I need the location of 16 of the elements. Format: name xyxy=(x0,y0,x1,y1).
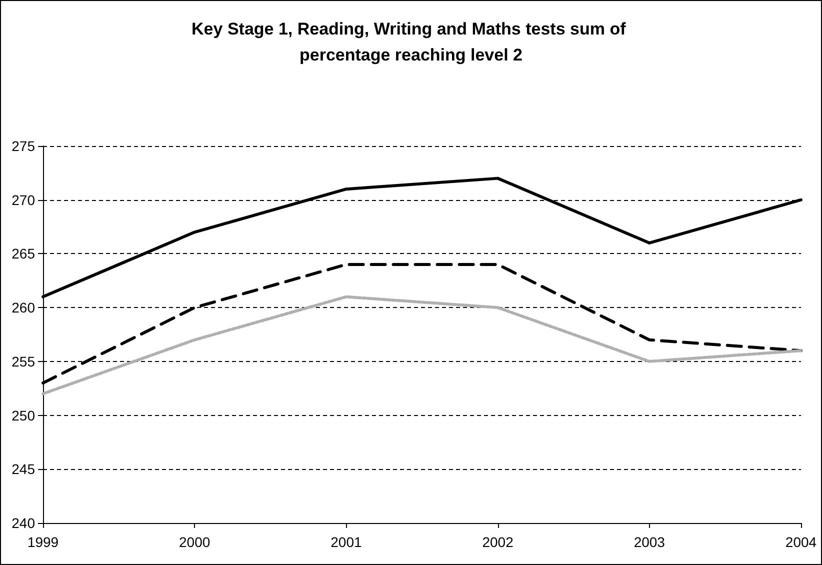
x-tick-label: 2004 xyxy=(785,534,817,550)
line-series xyxy=(42,295,802,396)
x-tick-label: 1999 xyxy=(27,534,59,550)
x-tick-label: 2000 xyxy=(179,534,210,550)
y-tick-label: 265 xyxy=(12,246,36,262)
chart-title: Key Stage 1, Reading, Writing and Maths tests sum of percentage reaching level 2 xyxy=(192,20,630,64)
y-tick-label: 270 xyxy=(12,192,36,208)
y-tick-label: 245 xyxy=(12,461,36,478)
y-tick-label: 250 xyxy=(12,407,36,424)
x-tick-label: 2001 xyxy=(330,534,362,550)
y-tick-label: 260 xyxy=(12,300,36,316)
y-tick-label: 255 xyxy=(12,353,36,370)
x-tick-label: 2002 xyxy=(482,534,514,550)
y-tick-label: 240 xyxy=(12,515,36,531)
y-tick-label: 275 xyxy=(12,138,36,154)
x-tick-label: 2003 xyxy=(634,534,666,550)
